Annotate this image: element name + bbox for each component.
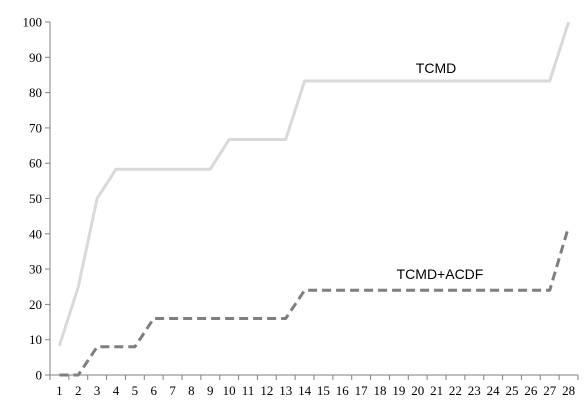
x-tick-label: 13 <box>279 383 292 398</box>
y-tick-label: 50 <box>29 191 42 206</box>
x-tick-label: 20 <box>411 383 424 398</box>
x-tick-label: 12 <box>260 383 273 398</box>
x-tick-label: 19 <box>392 383 405 398</box>
series-label-tcmd: TCMD <box>416 60 456 76</box>
x-tick-label: 17 <box>355 383 369 398</box>
x-tick-label: 27 <box>543 383 557 398</box>
x-tick-label: 24 <box>487 383 501 398</box>
x-tick-label: 28 <box>562 383 575 398</box>
x-tick-label: 22 <box>449 383 462 398</box>
series-lines <box>57 21 571 377</box>
series-labels: TCMD TCMD+ACDF <box>397 60 484 282</box>
y-tick-label: 10 <box>29 332 42 347</box>
x-tick-label: 15 <box>317 383 330 398</box>
x-tick-label: 14 <box>298 383 312 398</box>
y-tick-label: 60 <box>29 156 42 171</box>
series-label-tcmd-acdf: TCMD+ACDF <box>397 266 484 282</box>
x-tick-label: 7 <box>169 383 176 398</box>
y-tick-label: 0 <box>36 368 43 383</box>
x-tick-label: 5 <box>132 383 139 398</box>
series-line-tcmd-acdf <box>59 226 571 377</box>
y-tick-label: 90 <box>29 50 42 65</box>
x-tick-label: 23 <box>468 383 481 398</box>
x-tick-label: 2 <box>75 383 82 398</box>
y-tick-label: 100 <box>23 15 43 30</box>
y-tick-label: 40 <box>29 226 42 241</box>
x-tick-label: 6 <box>150 383 157 398</box>
x-tick-label: 18 <box>374 383 387 398</box>
x-tick-label: 10 <box>223 383 236 398</box>
x-tick-label: 4 <box>113 383 120 398</box>
x-tick-label: 9 <box>207 383 214 398</box>
y-tick-label: 70 <box>29 120 42 135</box>
x-tick-label: 16 <box>336 383 350 398</box>
x-tick-label: 26 <box>524 383 538 398</box>
x-tick-label: 3 <box>94 383 101 398</box>
y-tick-label: 20 <box>29 297 42 312</box>
x-tick-label: 8 <box>188 383 195 398</box>
series-line-tcmd <box>57 21 571 347</box>
x-tick-label: 21 <box>430 383 443 398</box>
x-tick-label: 11 <box>242 383 255 398</box>
x-tick-label: 25 <box>506 383 519 398</box>
y-tick-label: 80 <box>29 85 42 100</box>
y-tick-label: 30 <box>29 262 42 277</box>
x-tick-label: 1 <box>56 383 63 398</box>
